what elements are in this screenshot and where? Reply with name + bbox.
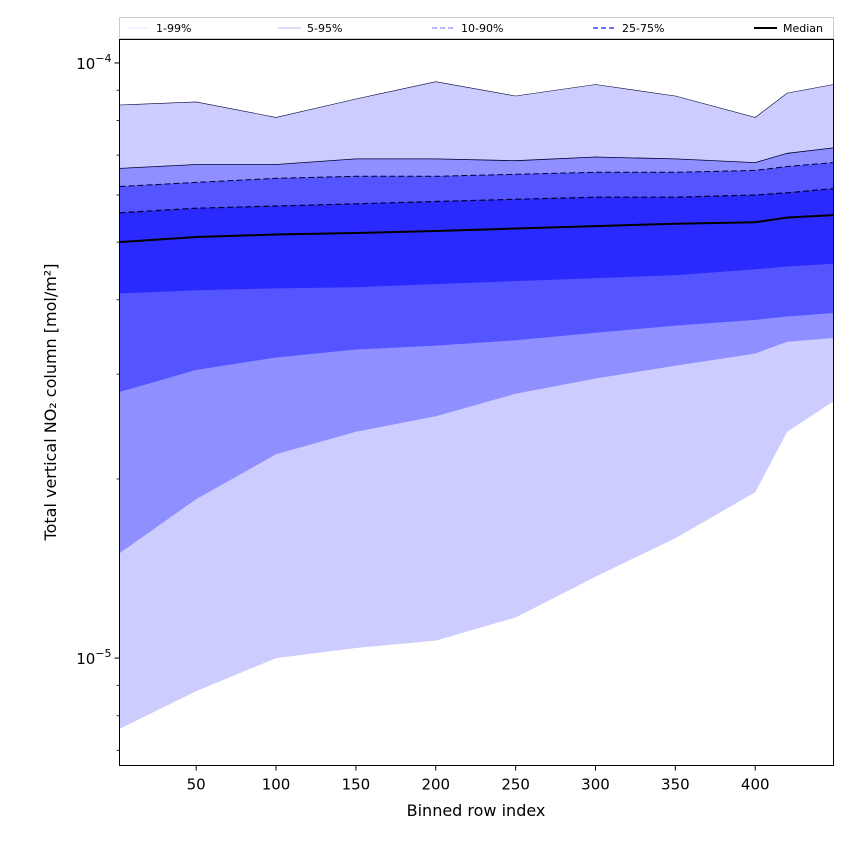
- x-tick-label: 100: [262, 776, 291, 794]
- x-axis: 50 100 150 200 250 300 350 400: [187, 765, 770, 794]
- plot-frame: [119, 39, 834, 766]
- x-tick-label: 200: [421, 776, 450, 794]
- legend-box: [119, 17, 834, 39]
- legend-label-10-90: 10-90%: [461, 22, 503, 35]
- chart-bands: [119, 81, 834, 729]
- legend-label-median: Median: [783, 22, 823, 35]
- legend-label-5-95: 5-95%: [307, 22, 342, 35]
- x-tick-label: 50: [187, 776, 206, 794]
- upper-line-1-99: [119, 81, 834, 118]
- upper-line-25-75: [119, 188, 834, 214]
- y-tick-label: 10−5: [76, 647, 111, 668]
- x-tick-label: 400: [741, 776, 770, 794]
- y-axis-label: Total vertical NO₂ column [mol/m²]: [41, 264, 60, 542]
- x-tick-label: 350: [661, 776, 690, 794]
- x-tick-label: 150: [342, 776, 371, 794]
- legend: 1-99% 5-95% 10-90% 25-75% Median: [119, 17, 834, 39]
- upper-line-10-90: [119, 162, 834, 187]
- y-tick-label: 10−4: [76, 52, 111, 73]
- band-25-75: [119, 188, 834, 294]
- x-axis-label: Binned row index: [407, 801, 546, 820]
- median-line: [119, 214, 834, 244]
- chart-lines: [119, 81, 834, 244]
- legend-label-25-75: 25-75%: [622, 22, 664, 35]
- legend-label-1-99: 1-99%: [156, 22, 191, 35]
- y-axis: 10−5 10−4: [76, 52, 120, 751]
- x-tick-label: 250: [501, 776, 530, 794]
- x-tick-label: 300: [581, 776, 610, 794]
- upper-line-5-95: [119, 147, 834, 169]
